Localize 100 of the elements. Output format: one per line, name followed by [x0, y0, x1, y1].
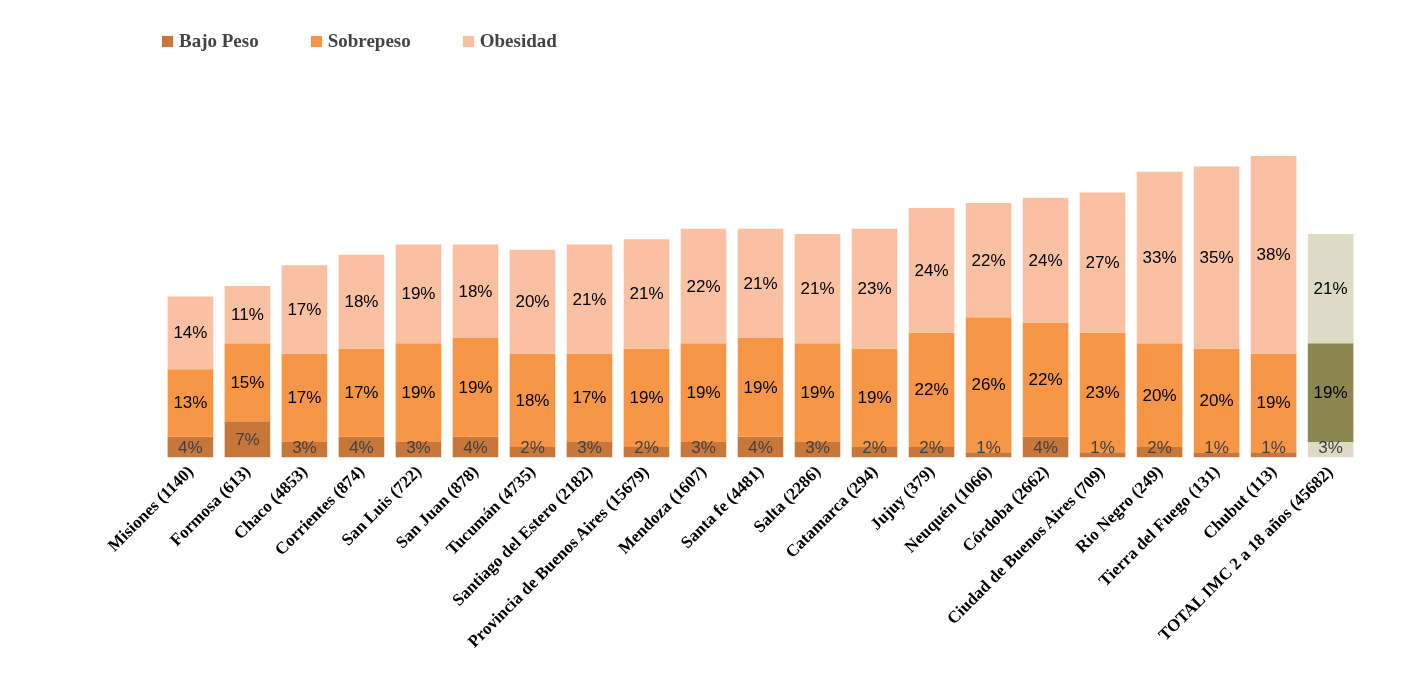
bar: [851, 228, 898, 349]
data-label: 18%: [458, 281, 493, 301]
data-label: 2%: [1147, 437, 1172, 457]
data-label: 14%: [173, 323, 208, 343]
data-label: 1%: [1204, 437, 1229, 457]
data-label: 17%: [287, 388, 322, 408]
bar: [908, 208, 955, 333]
data-label: 15%: [230, 372, 265, 392]
data-label: 21%: [1313, 279, 1348, 299]
data-label: 22%: [914, 380, 949, 400]
data-label: 4%: [748, 437, 773, 457]
bar: [1079, 332, 1126, 453]
bar: [509, 249, 556, 354]
data-label: 27%: [1085, 253, 1120, 273]
data-label: 1%: [1090, 437, 1115, 457]
data-label: 26%: [971, 375, 1006, 395]
bar: [794, 234, 841, 344]
data-label: 21%: [572, 289, 607, 309]
bar: [1022, 197, 1069, 323]
bar: [1250, 156, 1297, 354]
bar: [1193, 166, 1240, 349]
bar: [566, 244, 613, 354]
bar: [1193, 348, 1240, 453]
data-label: 21%: [629, 284, 664, 304]
data-label: 2%: [862, 437, 887, 457]
bar: [1136, 171, 1183, 344]
bar: [1307, 343, 1354, 442]
data-label: 17%: [572, 388, 607, 408]
data-label: 4%: [349, 437, 374, 457]
data-label: 4%: [178, 437, 203, 457]
data-label: 19%: [800, 383, 835, 403]
data-label: 4%: [463, 437, 488, 457]
data-label: 4%: [1033, 437, 1058, 457]
data-label: 17%: [344, 383, 379, 403]
data-label: 19%: [629, 388, 664, 408]
data-label: 22%: [1028, 370, 1063, 390]
bar: [281, 265, 328, 354]
bar: [167, 296, 214, 370]
bar: [338, 254, 385, 349]
data-label: 3%: [577, 437, 602, 457]
bar: [1307, 234, 1354, 344]
data-label: 21%: [743, 273, 778, 293]
data-label: 33%: [1142, 247, 1177, 267]
bar: [281, 353, 328, 442]
data-label: 3%: [691, 437, 716, 457]
data-label: 19%: [1256, 393, 1291, 413]
data-label: 19%: [857, 388, 892, 408]
data-label: 19%: [686, 383, 721, 403]
data-label: 19%: [401, 383, 436, 403]
data-label: 1%: [976, 437, 1001, 457]
bar: [680, 228, 727, 344]
data-label: 19%: [743, 377, 778, 397]
bar: [794, 343, 841, 442]
bar: [1022, 322, 1069, 437]
data-label: 2%: [520, 437, 545, 457]
data-label: 22%: [971, 250, 1006, 270]
bar: [224, 286, 271, 344]
data-label: 35%: [1199, 247, 1234, 267]
data-label: 24%: [1028, 250, 1063, 270]
data-label: 19%: [458, 377, 493, 397]
data-label: 20%: [1199, 390, 1234, 410]
data-label: 2%: [634, 437, 659, 457]
bar: [452, 244, 499, 338]
data-label: 20%: [1142, 385, 1177, 405]
bar: [1079, 192, 1126, 333]
bar: [737, 228, 784, 338]
bar: [623, 239, 670, 349]
data-label: 1%: [1261, 437, 1286, 457]
data-label: 11%: [231, 305, 264, 325]
data-label: 3%: [805, 437, 830, 457]
bar: [395, 244, 442, 344]
legend-label: Obesidad: [479, 30, 557, 52]
legend-label: Bajo Peso: [179, 30, 259, 52]
bar: [167, 369, 214, 437]
data-label: 2%: [919, 437, 944, 457]
data-label: 19%: [1313, 383, 1348, 403]
bar: [338, 348, 385, 437]
bar: [965, 317, 1012, 453]
data-label: 23%: [1085, 383, 1120, 403]
data-label: 3%: [1318, 437, 1343, 457]
legend-label: Sobrepeso: [327, 30, 411, 52]
bar: [224, 343, 271, 422]
data-label: 13%: [173, 393, 208, 413]
data-label: 22%: [686, 276, 721, 296]
bar: [395, 343, 442, 442]
data-label: 17%: [287, 299, 322, 319]
data-label: 3%: [406, 437, 431, 457]
data-label: 23%: [857, 279, 892, 299]
bar: [1250, 353, 1297, 453]
data-label: 38%: [1256, 245, 1291, 265]
data-label: 3%: [292, 437, 317, 457]
bar: [566, 353, 613, 442]
data-label: 24%: [914, 260, 949, 280]
data-label: 20%: [515, 292, 550, 312]
bar: [737, 337, 784, 437]
data-label: 18%: [344, 292, 379, 312]
bar: [965, 202, 1012, 318]
data-label: 18%: [515, 390, 550, 410]
bar: [680, 343, 727, 442]
data-label: 19%: [401, 284, 436, 304]
